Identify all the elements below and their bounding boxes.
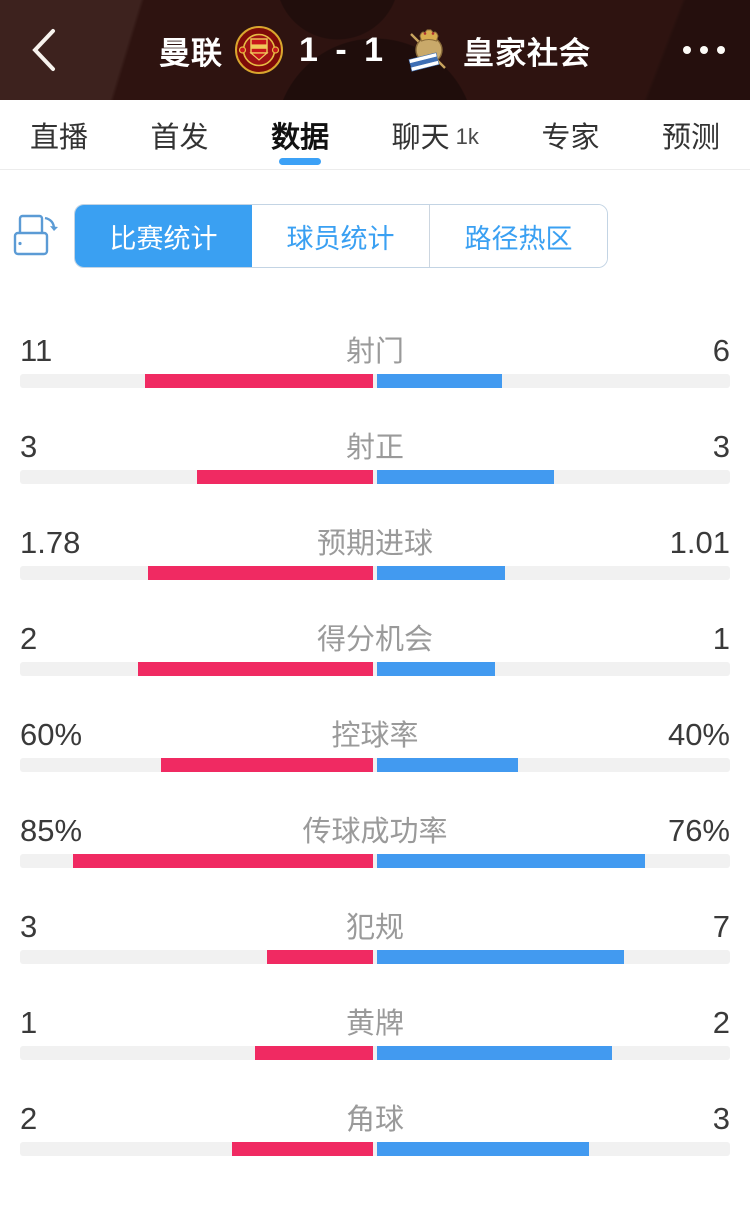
stat-bar-track xyxy=(20,758,730,772)
active-tab-underline xyxy=(279,158,322,165)
stat-bar-track xyxy=(20,470,730,484)
ellipsis-icon xyxy=(683,46,691,54)
away-bar xyxy=(377,374,502,388)
home-bar xyxy=(196,470,373,484)
stat-row: 3 犯规 7 xyxy=(0,904,750,1000)
home-value: 2 xyxy=(20,621,38,656)
stat-row: 3 射正 3 xyxy=(0,424,750,520)
away-bar xyxy=(377,470,554,484)
segment-player-stats[interactable]: 球员统计 xyxy=(252,205,429,267)
stat-bar-track xyxy=(20,374,730,388)
tab-lineup[interactable]: 首发 xyxy=(150,121,209,154)
away-bar xyxy=(377,1142,589,1156)
away-team-crest-icon xyxy=(408,29,446,72)
away-value: 3 xyxy=(712,1101,730,1136)
stats-segmented-control: 比赛统计 球员统计 路径热区 xyxy=(74,204,608,268)
tab-live[interactable]: 直播 xyxy=(30,121,89,154)
stat-label: 犯规 xyxy=(345,912,404,944)
tab-data[interactable]: 数据 xyxy=(263,100,337,169)
home-bar xyxy=(72,854,373,868)
home-bar xyxy=(161,758,373,772)
away-bar xyxy=(377,662,495,676)
stat-bar-track xyxy=(20,1142,730,1156)
home-value: 1.78 xyxy=(20,525,81,560)
home-value: 3 xyxy=(20,909,38,944)
home-value: 1 xyxy=(20,1005,38,1040)
stat-row: 2 角球 3 xyxy=(0,1096,750,1192)
away-bar xyxy=(377,1046,613,1060)
away-team-name: 皇家社会 xyxy=(463,35,592,71)
back-button[interactable] xyxy=(18,22,70,78)
away-value: 76% xyxy=(667,813,730,848)
tab-expert[interactable]: 专家 xyxy=(541,121,600,154)
stat-label: 射正 xyxy=(345,432,404,464)
stat-row: 2 得分机会 1 xyxy=(0,616,750,712)
home-value: 2 xyxy=(20,1101,38,1136)
stat-label: 得分机会 xyxy=(316,624,433,656)
stat-row: 85% 传球成功率 76% xyxy=(0,808,750,904)
away-bar xyxy=(377,950,625,964)
away-value: 1 xyxy=(712,621,730,656)
stat-bar-track xyxy=(20,950,730,964)
away-bar xyxy=(377,566,505,580)
home-value: 3 xyxy=(20,429,38,464)
stat-bar-track xyxy=(20,566,730,580)
away-bar xyxy=(377,758,519,772)
home-bar xyxy=(144,374,373,388)
stats-sub-controls: 比赛统计 球员统计 路径热区 xyxy=(0,204,750,268)
away-value: 3 xyxy=(712,429,730,464)
match-title: 曼联 1 - 1 xyxy=(159,26,591,74)
tab-prediction[interactable]: 预测 xyxy=(661,121,720,154)
tab-chat[interactable]: 聊天 1k xyxy=(391,121,479,154)
home-value: 11 xyxy=(20,333,53,368)
home-bar xyxy=(255,1046,373,1060)
home-team-name: 曼联 xyxy=(158,35,223,71)
away-bar xyxy=(377,854,646,868)
home-team-crest-icon xyxy=(234,26,283,74)
stat-bar-track xyxy=(20,854,730,868)
main-tabbar: 直播 首发 数据 聊天 1k 专家 预测 xyxy=(0,100,750,170)
stat-row: 11 射门 6 xyxy=(0,328,750,424)
away-value: 1.01 xyxy=(669,525,730,560)
stat-label: 控球率 xyxy=(331,720,419,752)
rotate-screen-button[interactable] xyxy=(0,211,70,261)
home-bar xyxy=(147,566,373,580)
stat-bar-track xyxy=(20,1046,730,1060)
stat-label: 射门 xyxy=(345,336,404,368)
stat-label: 黄牌 xyxy=(345,1008,404,1040)
stat-row: 1 黄牌 2 xyxy=(0,1000,750,1096)
away-value: 40% xyxy=(667,717,730,752)
match-score: 1 - 1 xyxy=(298,30,388,69)
stat-row: 1.78 预期进球 1.01 xyxy=(0,520,750,616)
stat-label: 角球 xyxy=(345,1104,404,1136)
more-options-button[interactable] xyxy=(672,30,736,70)
home-bar xyxy=(267,950,373,964)
chevron-left-icon xyxy=(32,29,55,71)
rotate-screen-icon xyxy=(13,214,58,256)
home-value: 60% xyxy=(20,717,83,752)
stat-label: 预期进球 xyxy=(316,528,433,560)
match-header: 曼联 1 - 1 xyxy=(0,0,750,100)
stat-bar-track xyxy=(20,662,730,676)
home-value: 85% xyxy=(20,813,83,848)
stats-list: 11 射门 6 3 射正 3 1.78 预期进球 1.01 xyxy=(0,328,750,1192)
stat-row: 60% 控球率 40% xyxy=(0,712,750,808)
chat-count-badge: 1k xyxy=(455,123,479,149)
stat-label: 传球成功率 xyxy=(302,816,448,848)
away-value: 7 xyxy=(712,909,730,944)
segment-heatmap[interactable]: 路径热区 xyxy=(429,205,607,267)
away-value: 2 xyxy=(712,1005,730,1040)
away-value: 6 xyxy=(712,333,730,368)
home-bar xyxy=(137,662,373,676)
segment-match-stats[interactable]: 比赛统计 xyxy=(75,205,252,267)
home-bar xyxy=(231,1142,373,1156)
